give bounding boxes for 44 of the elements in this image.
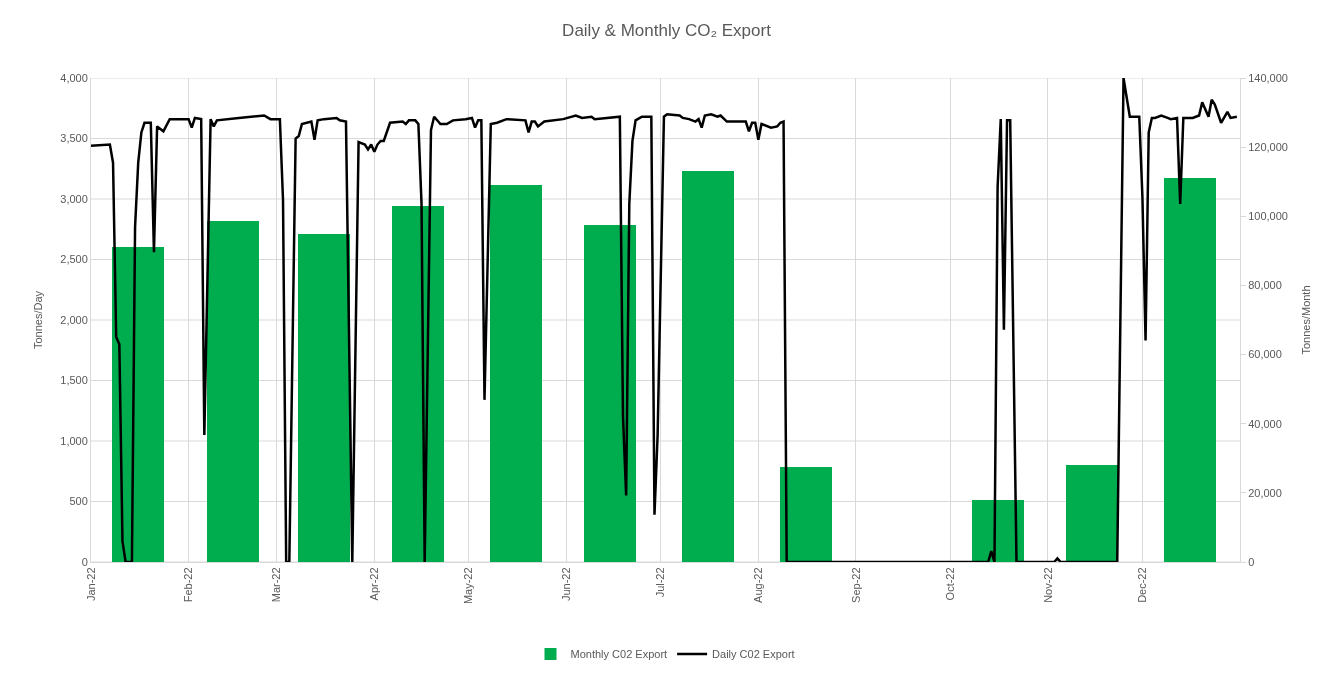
x-tick-label: May-22 bbox=[462, 567, 475, 605]
y-tick-label: 3,500 bbox=[60, 132, 88, 145]
x-tick-label: Apr-22 bbox=[367, 567, 380, 601]
y-axis-title: Tonnes/Day bbox=[31, 290, 44, 350]
y-tick-label: 0 bbox=[81, 555, 88, 568]
bar bbox=[780, 467, 832, 562]
x-tick-label: Aug-22 bbox=[751, 567, 764, 603]
y-tick-label: 500 bbox=[69, 495, 88, 508]
bar bbox=[392, 206, 444, 562]
x-tick-label: Sep-22 bbox=[849, 567, 862, 603]
y-tick-label: 2,000 bbox=[60, 313, 88, 326]
bar bbox=[1066, 465, 1118, 562]
y-tick-label: 4,000 bbox=[60, 71, 88, 84]
y2-tick-label: 60,000 bbox=[1248, 348, 1282, 361]
x-tick-label: Jan-22 bbox=[84, 567, 97, 602]
bar bbox=[1164, 178, 1216, 562]
y2-tick-label: 100,000 bbox=[1248, 210, 1288, 223]
chart-title: Daily & Monthly CO₂ Export bbox=[562, 20, 772, 40]
x-tick-label: Feb-22 bbox=[182, 567, 195, 603]
bar bbox=[584, 225, 636, 562]
y-tick-label: 1,500 bbox=[60, 374, 88, 387]
y2-tick-label: 120,000 bbox=[1248, 140, 1288, 153]
legend-label: Monthly C02 Export bbox=[570, 648, 668, 661]
y2-tick-label: 20,000 bbox=[1248, 486, 1282, 499]
y2-axis-title: Tonnes/Month bbox=[1300, 285, 1313, 355]
x-tick-label: Dec-22 bbox=[1135, 567, 1148, 603]
x-tick-label: Jul-22 bbox=[654, 567, 667, 598]
x-tick-label: Nov-22 bbox=[1041, 567, 1054, 603]
y2-tick-label: 0 bbox=[1248, 555, 1255, 568]
bar bbox=[207, 221, 259, 562]
bar bbox=[682, 171, 734, 562]
bar bbox=[112, 247, 164, 562]
y2-tick-label: 140,000 bbox=[1248, 71, 1288, 84]
x-tick-label: Oct-22 bbox=[943, 567, 956, 601]
bar bbox=[490, 185, 542, 562]
legend-label: Daily C02 Export bbox=[712, 648, 795, 661]
x-tick-label: Jun-22 bbox=[559, 567, 572, 602]
y2-tick-label: 80,000 bbox=[1248, 279, 1282, 292]
y-tick-label: 2,500 bbox=[60, 253, 88, 266]
y-tick-label: 1,000 bbox=[60, 434, 88, 447]
y2-tick-label: 40,000 bbox=[1248, 417, 1282, 430]
bar bbox=[298, 234, 350, 562]
y-tick-label: 3,000 bbox=[60, 192, 88, 205]
x-tick-label: Mar-22 bbox=[270, 567, 283, 603]
